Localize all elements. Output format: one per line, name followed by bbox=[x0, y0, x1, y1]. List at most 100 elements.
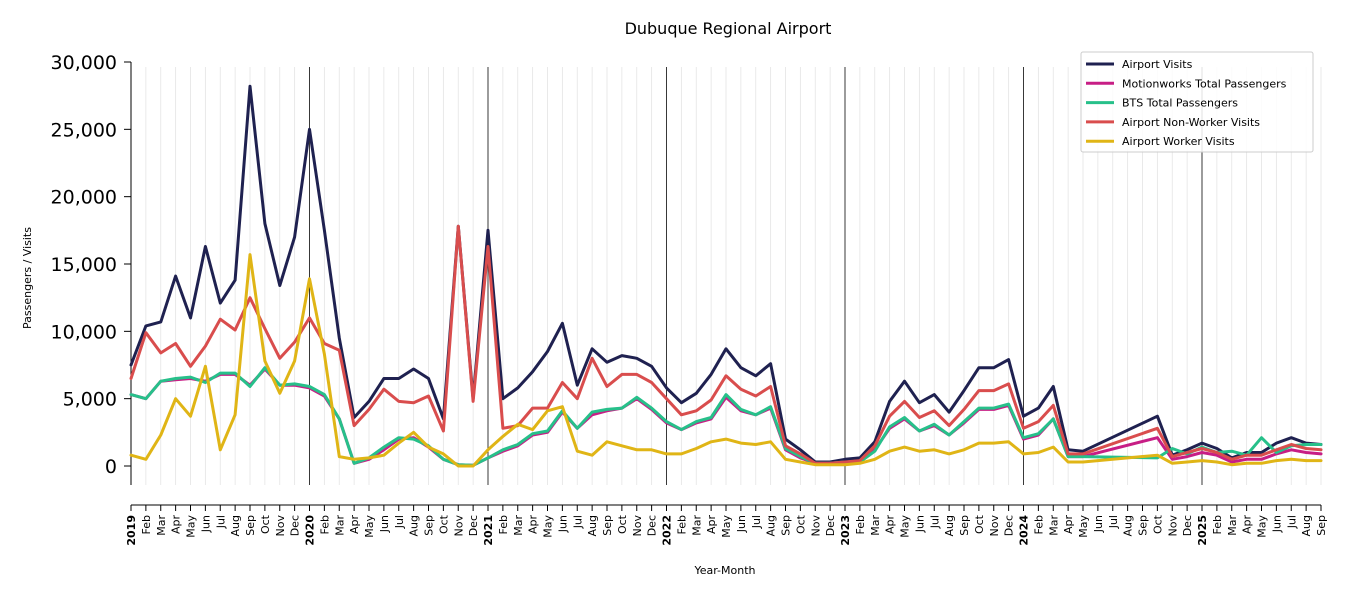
x-tick-label: May bbox=[899, 515, 912, 538]
x-tick-label: Jun bbox=[1270, 515, 1283, 533]
x-tick-label: Oct bbox=[437, 514, 450, 534]
x-tick-label: Dec bbox=[824, 515, 837, 536]
legend-label: Airport Worker Visits bbox=[1122, 135, 1235, 148]
x-tick-label: Dec bbox=[289, 515, 302, 536]
x-tick-label: Feb bbox=[497, 515, 510, 534]
x-tick-label: Mar bbox=[690, 515, 703, 536]
x-tick-label: Mar bbox=[333, 515, 346, 536]
x-tick-label: Jul bbox=[1285, 515, 1298, 529]
x-tick-label: Nov bbox=[631, 515, 644, 537]
x-tick-label: Aug bbox=[943, 515, 956, 536]
x-tick-label: Feb bbox=[854, 515, 867, 534]
x-tick-label: May bbox=[363, 515, 376, 538]
legend: Airport Visits Motionworks Total Passenge… bbox=[1080, 51, 1314, 153]
legend-box bbox=[1080, 51, 1314, 153]
x-tick-label: Feb bbox=[140, 515, 153, 534]
x-tick-label: Dec bbox=[646, 515, 659, 536]
x-tick-label: Jun bbox=[556, 515, 569, 533]
legend-label: Motionworks Total Passengers bbox=[1122, 77, 1287, 90]
x-tick-label: Feb bbox=[1211, 515, 1224, 534]
x-tick-label: May bbox=[542, 515, 555, 538]
legend-label: Airport Non-Worker Visits bbox=[1122, 116, 1260, 129]
x-tick-label: Nov bbox=[452, 515, 465, 537]
series-line-bts-total-passengers bbox=[129, 366, 1323, 467]
x-tick-label: Jun bbox=[378, 515, 391, 533]
x-tick-year-label: 2025 bbox=[1196, 515, 1209, 546]
x-tick-label: Jun bbox=[1092, 515, 1105, 533]
x-tick-label: May bbox=[185, 515, 198, 538]
x-tick-label: May bbox=[720, 515, 733, 538]
x-tick-label: Aug bbox=[586, 515, 599, 536]
y-axis-label: Passengers / Visits bbox=[21, 227, 34, 329]
x-tick-label: Aug bbox=[1122, 515, 1135, 536]
series-layer bbox=[129, 84, 1323, 468]
x-tick-layer: 2019 Feb Mar Apr May Jun Jul Aug Sep Oct Nov Dec 202… bbox=[125, 505, 1328, 546]
x-tick-label: Nov bbox=[988, 515, 1001, 537]
chart-title: Dubuque Regional Airport bbox=[625, 19, 832, 38]
x-tick-label: Oct bbox=[259, 514, 272, 534]
y-tick-label: 30,000 bbox=[51, 52, 117, 74]
y-tick-label: 10,000 bbox=[51, 321, 117, 343]
x-tick-label: Apr bbox=[705, 515, 718, 535]
y-tick-label: 5,000 bbox=[63, 389, 117, 411]
x-tick-label: Jun bbox=[913, 515, 926, 533]
x-tick-year-label: 2024 bbox=[1018, 515, 1031, 546]
x-tick-label: Oct bbox=[1151, 514, 1164, 534]
x-tick-label: Jul bbox=[928, 515, 941, 529]
x-tick-label: Mar bbox=[869, 515, 882, 536]
x-tick-label: May bbox=[1077, 515, 1090, 538]
x-tick-label: Sep bbox=[244, 515, 257, 536]
x-tick-year-label: 2019 bbox=[125, 515, 138, 546]
x-tick-label: Aug bbox=[1300, 515, 1313, 536]
y-tick-layer: 0 5,000 10,000 15,000 20,000 25,000 30,000 bbox=[51, 52, 131, 478]
x-tick-label: Nov bbox=[274, 515, 287, 537]
x-tick-year-label: 2022 bbox=[661, 515, 674, 546]
y-tick-label: 15,000 bbox=[51, 254, 117, 276]
x-tick-label: Aug bbox=[229, 515, 242, 536]
x-tick-label: Jul bbox=[1107, 515, 1120, 529]
x-tick-label: Feb bbox=[318, 515, 331, 534]
x-tick-label: Mar bbox=[1047, 515, 1060, 536]
x-tick-label: Jul bbox=[571, 515, 584, 529]
x-tick-label: Sep bbox=[1137, 515, 1150, 536]
x-tick-label: Jul bbox=[750, 515, 763, 529]
x-tick-year-label: 2021 bbox=[482, 515, 495, 546]
x-tick-label: Feb bbox=[675, 515, 688, 534]
x-tick-label: Jun bbox=[199, 515, 212, 533]
x-tick-label: Aug bbox=[765, 515, 778, 536]
x-tick-label: Jul bbox=[393, 515, 406, 529]
x-tick-year-label: 2020 bbox=[304, 515, 317, 546]
x-tick-label: Apr bbox=[884, 515, 897, 535]
x-tick-label: Apr bbox=[527, 515, 540, 535]
y-tick-label: 0 bbox=[105, 456, 117, 478]
x-tick-label: Apr bbox=[348, 515, 361, 535]
x-tick-year-label: 2023 bbox=[839, 515, 852, 546]
x-tick-label: Nov bbox=[1166, 515, 1179, 537]
x-tick-label: Mar bbox=[1226, 515, 1239, 536]
x-tick-label: May bbox=[1256, 515, 1269, 538]
x-tick-label: Jul bbox=[214, 515, 227, 529]
x-tick-label: Apr bbox=[1241, 515, 1254, 535]
series-line-airport-worker-visits bbox=[129, 253, 1323, 468]
x-tick-label: Oct bbox=[794, 514, 807, 534]
x-tick-label: Mar bbox=[155, 515, 168, 536]
x-tick-label: Feb bbox=[1032, 515, 1045, 534]
y-tick-label: 25,000 bbox=[51, 119, 117, 141]
x-tick-label: Aug bbox=[408, 515, 421, 536]
series-line-airport-visits bbox=[129, 84, 1323, 464]
legend-items: Airport Visits Motionworks Total Passenge… bbox=[1086, 58, 1287, 148]
x-tick-label: Oct bbox=[973, 514, 986, 534]
x-tick-label: Sep bbox=[601, 515, 614, 536]
legend-label: Airport Visits bbox=[1122, 58, 1193, 71]
x-tick-label: Jun bbox=[735, 515, 748, 533]
legend-label: BTS Total Passengers bbox=[1122, 97, 1238, 110]
x-tick-label: Mar bbox=[512, 515, 525, 536]
y-tick-label: 20,000 bbox=[51, 187, 117, 209]
x-tick-label: Dec bbox=[1181, 515, 1194, 536]
x-tick-label: Sep bbox=[1315, 515, 1328, 536]
x-tick-label: Sep bbox=[423, 515, 436, 536]
x-tick-label: Apr bbox=[1062, 515, 1075, 535]
x-tick-label: Dec bbox=[467, 515, 480, 536]
